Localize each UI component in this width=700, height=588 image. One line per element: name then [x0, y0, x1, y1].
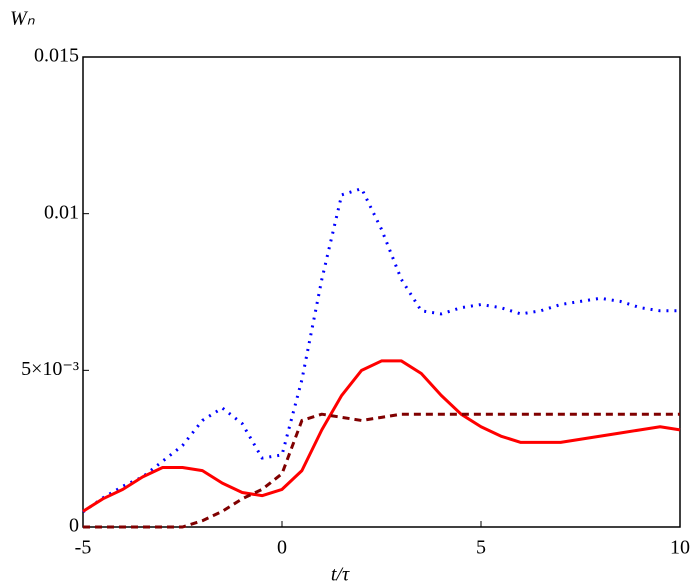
plot-frame — [82, 56, 681, 528]
x-axis-label: t/τ — [331, 564, 350, 586]
x-tick-label: 10 — [670, 537, 690, 559]
x-tick-label: 5 — [476, 537, 486, 559]
y-axis-label: Wₙ — [10, 8, 36, 30]
y-tick-label: 0 — [69, 515, 79, 537]
x-tick-label: -5 — [75, 537, 92, 559]
y-tick-label: 0.01 — [44, 201, 79, 223]
x-tick-label: 0 — [277, 537, 287, 559]
y-tick-label: 0.015 — [34, 45, 79, 67]
line-series — [82, 187, 680, 514]
line-series — [83, 412, 680, 529]
line-series — [82, 359, 681, 513]
y-tick-label: 5×10⁻³ — [21, 358, 79, 380]
